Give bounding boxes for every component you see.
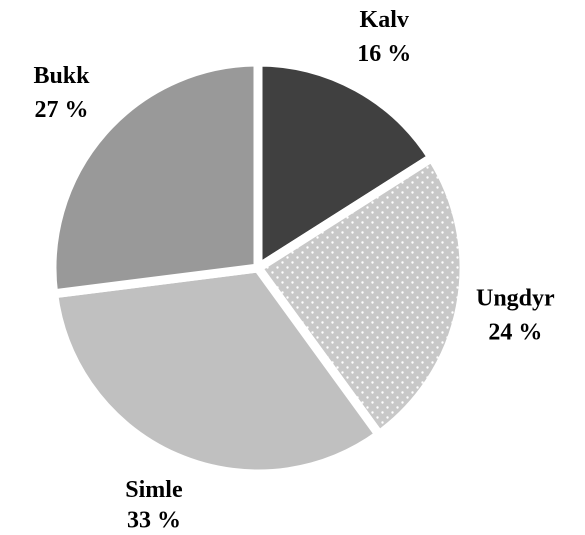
- slice-value-label: 33 %: [127, 508, 181, 534]
- pie-slice: [48, 263, 386, 479]
- pie-slice: [253, 57, 439, 277]
- slice-label: Bukk: [33, 63, 90, 89]
- slice-value-label: 16 %: [357, 41, 411, 67]
- slice-label: Kalv: [360, 7, 409, 33]
- slice-label: Ungdyr: [476, 286, 555, 312]
- slice-value-label: 27 %: [34, 97, 88, 123]
- pie-slice: [251, 151, 469, 441]
- slice-value-label: 24 %: [488, 320, 542, 346]
- slice-label: Simle: [125, 477, 183, 503]
- pie-slice: [47, 57, 263, 299]
